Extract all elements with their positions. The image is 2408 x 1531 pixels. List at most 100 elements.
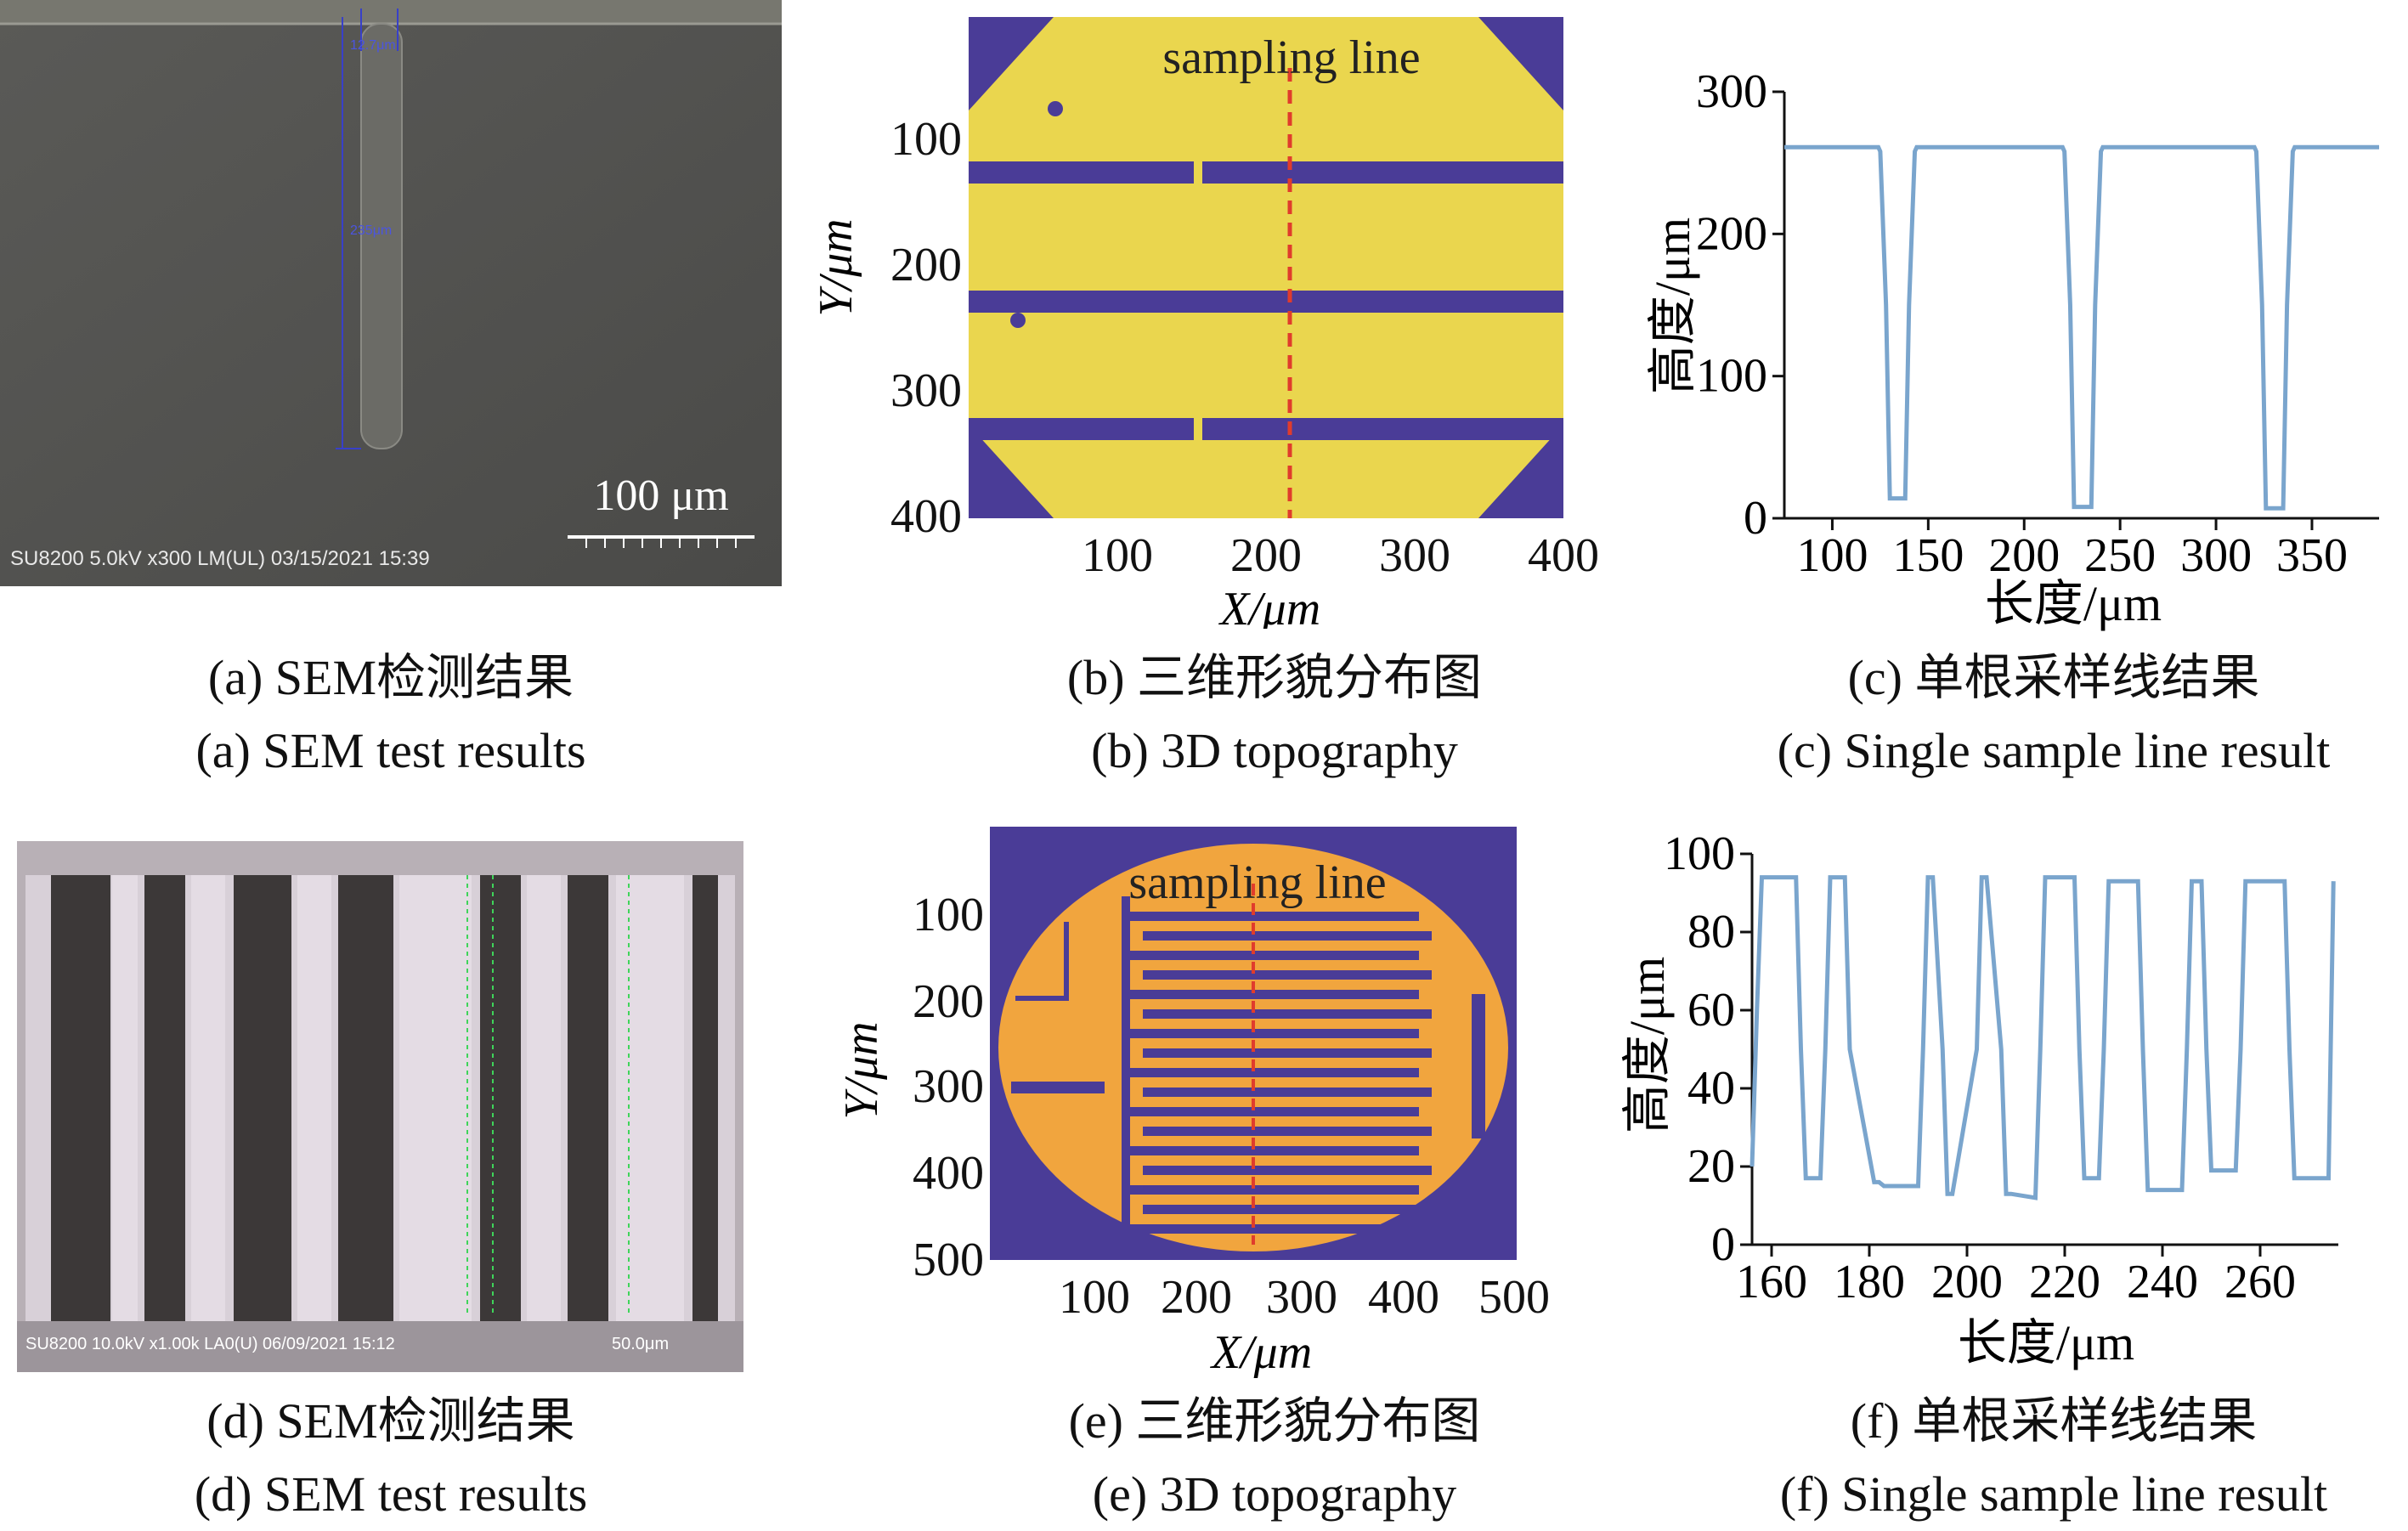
axis-c-xtick-label: 350: [2276, 529, 2348, 582]
axis-c-ytick-label: 100: [1696, 350, 1767, 403]
axis-e-ytick: 500: [913, 1234, 984, 1286]
map-e-stripe: [1143, 1205, 1432, 1214]
axis-c-xtick-label: 300: [2180, 529, 2252, 582]
axis-e-xtick: 500: [1478, 1271, 1550, 1324]
axis-b-xtick: 200: [1230, 529, 1302, 582]
caption-f-cn: (f) 单根采样线结果: [1850, 1393, 2258, 1449]
sem-a-height-label: 235μm: [350, 223, 392, 238]
map-e-stripe: [1130, 1029, 1419, 1038]
map-e-stripe: [1143, 1009, 1432, 1019]
map-e-stripe: [1143, 931, 1432, 941]
axis-c-ytick-label: 300: [1696, 65, 1767, 118]
axis-b-xticks: 100 200 300 400: [1082, 529, 1599, 582]
map-e-stripe: [1143, 1127, 1432, 1136]
axis-c-xtick-label: 250: [2084, 529, 2156, 582]
axis-b-ytick: 100: [890, 113, 962, 166]
axis-b-xlabel: X/μm: [1218, 583, 1320, 629]
axis-f-ytick-label: 20: [1687, 1140, 1735, 1193]
axis-f-ytick-label: 0: [1711, 1218, 1735, 1271]
caption-f: (f) 单根采样线结果 (f) Single sample line resul…: [1699, 1385, 2408, 1531]
axis-e-ylabel: Y/μm: [835, 1021, 888, 1119]
axis-c-ytick-label: 0: [1744, 492, 1767, 545]
caption-d-en: (d) SEM test results: [194, 1466, 588, 1522]
axis-c-xlabel: 长度/μm: [1985, 576, 2162, 631]
map-e-stripe: [1130, 1224, 1419, 1234]
axis-e-xtick: 100: [1059, 1271, 1130, 1324]
axis-e-ytick: 100: [913, 889, 984, 941]
axis-b-xtick: 100: [1082, 529, 1153, 582]
caption-a: (a) SEM检测结果 (a) SEM test results: [0, 641, 782, 788]
axis-b-ytick: 400: [890, 490, 962, 543]
map-e-stripe: [1130, 1107, 1419, 1116]
caption-e-en: (e) 3D topography: [1092, 1466, 1457, 1522]
axis-e-yticks: 100 200 300 400 500: [913, 889, 984, 1286]
axis-e-xlabel: X/μm: [1210, 1326, 1312, 1379]
axis-f-xtick-label: 260: [2224, 1256, 2296, 1308]
axis-c-ylabel: 高度/μm: [1645, 218, 1700, 394]
axis-b-xtick: 300: [1379, 529, 1450, 582]
series-f-line: [1749, 875, 2336, 1201]
map-e-stripe: [1130, 1146, 1419, 1155]
axis-f-ytick-label: 100: [1664, 828, 1735, 880]
axis-f-xtick-label: 180: [1834, 1256, 1905, 1308]
map-e-stripe: [1130, 951, 1419, 960]
sem-a-footer: SU8200 5.0kV x300 LM(UL) 03/15/2021 15:3…: [10, 547, 430, 570]
map-e-stripe: [1143, 1166, 1432, 1175]
sampling-line-b-label: sampling line: [1162, 31, 1420, 84]
caption-e: (e) 三维形貌分布图 (e) 3D topography: [892, 1385, 1657, 1531]
series-c-line: [1784, 144, 2379, 511]
sem-d-footer: SU8200 10.0kV x1.00k LA0(U) 06/09/2021 1…: [25, 1335, 395, 1353]
axis-e-xtick: 300: [1266, 1271, 1337, 1324]
map-e-stripe: [1130, 1068, 1419, 1077]
caption-b-en: (b) 3D topography: [1091, 723, 1458, 778]
axis-f-ytick-label: 60: [1687, 984, 1735, 1037]
axis-f-ytick-label: 80: [1687, 906, 1735, 958]
map-b-region: [969, 17, 1563, 518]
map-e-stripe: [1130, 1185, 1419, 1195]
map-e-stripe: [1130, 990, 1419, 999]
axis-b-ylabel: Y/μm: [810, 218, 862, 316]
axis-e-xticks: 100 200 300 400 500: [1059, 1271, 1550, 1324]
caption-a-en: (a) SEM test results: [195, 723, 586, 778]
caption-c: (c) 单根采样线结果 (c) Single sample line resul…: [1699, 641, 2408, 788]
map-e-stripe: [1143, 970, 1432, 980]
caption-d: (d) SEM检测结果 (d) SEM test results: [0, 1385, 782, 1531]
axis-f-ytick-label: 40: [1687, 1062, 1735, 1115]
map-e-stripe: [1143, 1088, 1432, 1097]
caption-a-cn: (a) SEM检测结果: [207, 650, 574, 705]
panel-f-line-chart: 160 180 200 220 240 260 0 20 40 60 80 100 长度/μm 高度/…: [1614, 816, 2408, 1376]
caption-f-en: (f) Single sample line result: [1779, 1466, 2328, 1522]
axis-b-xtick: 400: [1528, 529, 1599, 582]
axis-c-xtick-label: 100: [1796, 529, 1868, 582]
caption-c-cn: (c) 单根采样线结果: [1847, 650, 2260, 705]
panel-c-line-chart: 100 150 200 250 300 350 0 100 200 300 长度/μm 高度/μm: [1614, 0, 2408, 646]
axis-f-xtick-label: 220: [2029, 1256, 2100, 1308]
sem-a-width-label: 12.7μm: [350, 38, 396, 53]
caption-b-cn: (b) 三维形貌分布图: [1066, 650, 1483, 705]
caption-d-cn: (d) SEM检测结果: [206, 1393, 575, 1449]
map-e-stripe: [1143, 1048, 1432, 1058]
sem-d-scale-label: 50.0μm: [612, 1335, 669, 1353]
axis-f-xtick-label: 160: [1736, 1256, 1807, 1308]
sampling-line-e-label: sampling line: [1128, 856, 1386, 909]
panel-a-sem-image: 12.7μm 235μm 100 μm SU8200 5.0kV x300 LM…: [0, 0, 782, 586]
axis-e-xtick: 200: [1161, 1271, 1232, 1324]
panel-e-topography: sampling line 100 200 300 400 500 100 20…: [799, 820, 1597, 1381]
axis-f-xlabel: 长度/μm: [1958, 1315, 2134, 1370]
axis-c-ytick-label: 200: [1696, 207, 1767, 260]
axis-c-xtick-label: 150: [1892, 529, 1964, 582]
axis-b-ytick: 300: [890, 364, 962, 417]
panel-d-sem-image: SU8200 10.0kV x1.00k LA0(U) 06/09/2021 1…: [17, 841, 743, 1372]
axis-b-ytick: 200: [890, 239, 962, 291]
axis-e-ytick: 200: [913, 975, 984, 1028]
axis-f-xtick-label: 240: [2127, 1256, 2198, 1308]
axis-f-xtick-label: 200: [1931, 1256, 2003, 1308]
axis-b-yticks: 100 200 300 400: [890, 113, 962, 543]
panel-b-topography: sampling line 100 200 300 400 100 200 30…: [799, 0, 1614, 636]
caption-c-en: (c) Single sample line result: [1777, 723, 2331, 778]
axis-f-ylabel: 高度/μm: [1619, 957, 1675, 1133]
axis-e-ytick: 400: [913, 1147, 984, 1200]
axis-c-xtick-label: 200: [1988, 529, 2060, 582]
sem-a-scale-label: 100 μm: [593, 472, 728, 520]
caption-b: (b) 三维形貌分布图 (b) 3D topography: [892, 641, 1657, 788]
